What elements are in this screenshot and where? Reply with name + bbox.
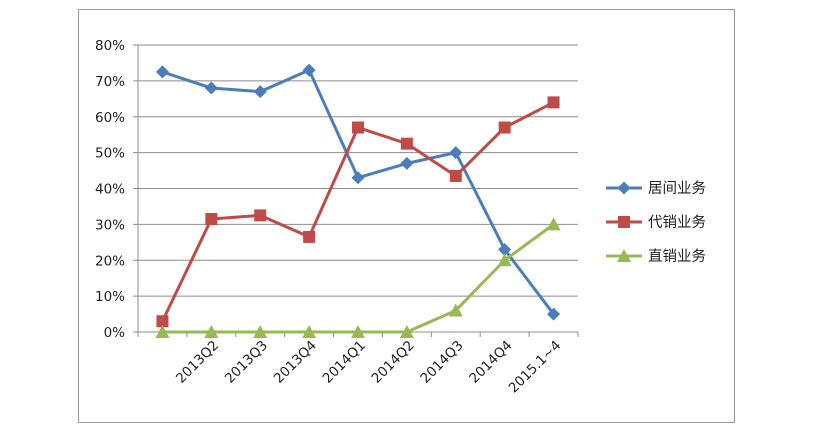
x-tick-label: 2015.1~4 bbox=[506, 338, 565, 397]
data-point-triangle bbox=[351, 325, 365, 338]
x-tick-label: 2014Q2 bbox=[369, 338, 418, 387]
data-point-triangle bbox=[617, 249, 631, 262]
y-tick-label: 0% bbox=[104, 325, 126, 341]
y-tick-label: 30% bbox=[95, 217, 125, 233]
y-axis-tick-labels: 0% 10% 20% 30% 40% 50% 60% 70% 80% bbox=[95, 38, 125, 341]
data-point-square bbox=[498, 121, 511, 134]
data-point-diamond bbox=[547, 307, 561, 321]
data-point-triangle bbox=[497, 253, 512, 267]
series-line bbox=[162, 223, 555, 334]
data-point-triangle bbox=[302, 325, 317, 338]
data-point-square bbox=[156, 315, 169, 328]
data-point-square bbox=[303, 230, 316, 243]
data-point-square bbox=[618, 216, 630, 228]
data-point-square bbox=[547, 96, 560, 109]
series-line bbox=[161, 101, 555, 322]
data-point-diamond bbox=[617, 181, 631, 195]
y-tick-label: 20% bbox=[95, 253, 125, 269]
series-lines bbox=[155, 63, 561, 338]
legend-entry: 直销业务 bbox=[606, 248, 706, 265]
x-tick-label: 2014Q4 bbox=[466, 338, 515, 387]
series-line bbox=[161, 68, 555, 315]
series-2 bbox=[156, 96, 560, 328]
series-1 bbox=[155, 63, 561, 321]
data-point-triangle bbox=[253, 325, 268, 338]
data-point-square bbox=[254, 209, 267, 222]
legend-label: 直销业务 bbox=[648, 248, 706, 265]
data-point-triangle bbox=[155, 325, 170, 338]
y-tick-label: 40% bbox=[95, 182, 125, 198]
data-point-diamond bbox=[498, 242, 512, 256]
data-point-triangle bbox=[546, 217, 561, 231]
data-point-square bbox=[449, 169, 462, 182]
data-point-square bbox=[400, 137, 413, 150]
data-point-diamond bbox=[155, 65, 169, 79]
y-tick-label: 60% bbox=[95, 110, 125, 126]
data-point-diamond bbox=[253, 85, 267, 99]
data-point-square bbox=[352, 121, 364, 134]
x-tick-label: 2013Q3 bbox=[222, 338, 271, 387]
y-tick-label: 80% bbox=[95, 38, 125, 54]
y-tick-label: 50% bbox=[95, 146, 125, 162]
x-tick-label: 2013Q2 bbox=[173, 338, 222, 387]
data-point-triangle bbox=[399, 325, 414, 338]
x-axis-tick-labels: 2013Q2 2013Q3 2013Q4 2014Q1 2014Q2 2014Q3 2014… bbox=[173, 338, 564, 397]
data-point-diamond bbox=[302, 63, 316, 77]
x-tick-label: 2014Q3 bbox=[417, 338, 466, 387]
x-tick-label: 2013Q4 bbox=[271, 338, 320, 387]
data-point-triangle bbox=[204, 325, 219, 338]
axes bbox=[133, 44, 579, 337]
legend-label: 代销业务 bbox=[648, 214, 706, 231]
legend-entry: 代销业务 bbox=[606, 214, 706, 231]
series-3 bbox=[155, 217, 561, 338]
data-point-square bbox=[205, 212, 218, 225]
y-tick-label: 70% bbox=[95, 74, 125, 90]
y-tick-label: 10% bbox=[95, 289, 125, 305]
data-point-diamond bbox=[449, 146, 463, 160]
data-point-diamond bbox=[400, 156, 414, 170]
legend-entry: 居间业务 bbox=[606, 180, 706, 197]
data-point-triangle bbox=[448, 303, 463, 317]
data-point-diamond bbox=[351, 171, 365, 185]
legend-label: 居间业务 bbox=[648, 180, 706, 197]
x-tick-label: 2014Q1 bbox=[320, 338, 369, 387]
data-point-diamond bbox=[204, 81, 218, 95]
